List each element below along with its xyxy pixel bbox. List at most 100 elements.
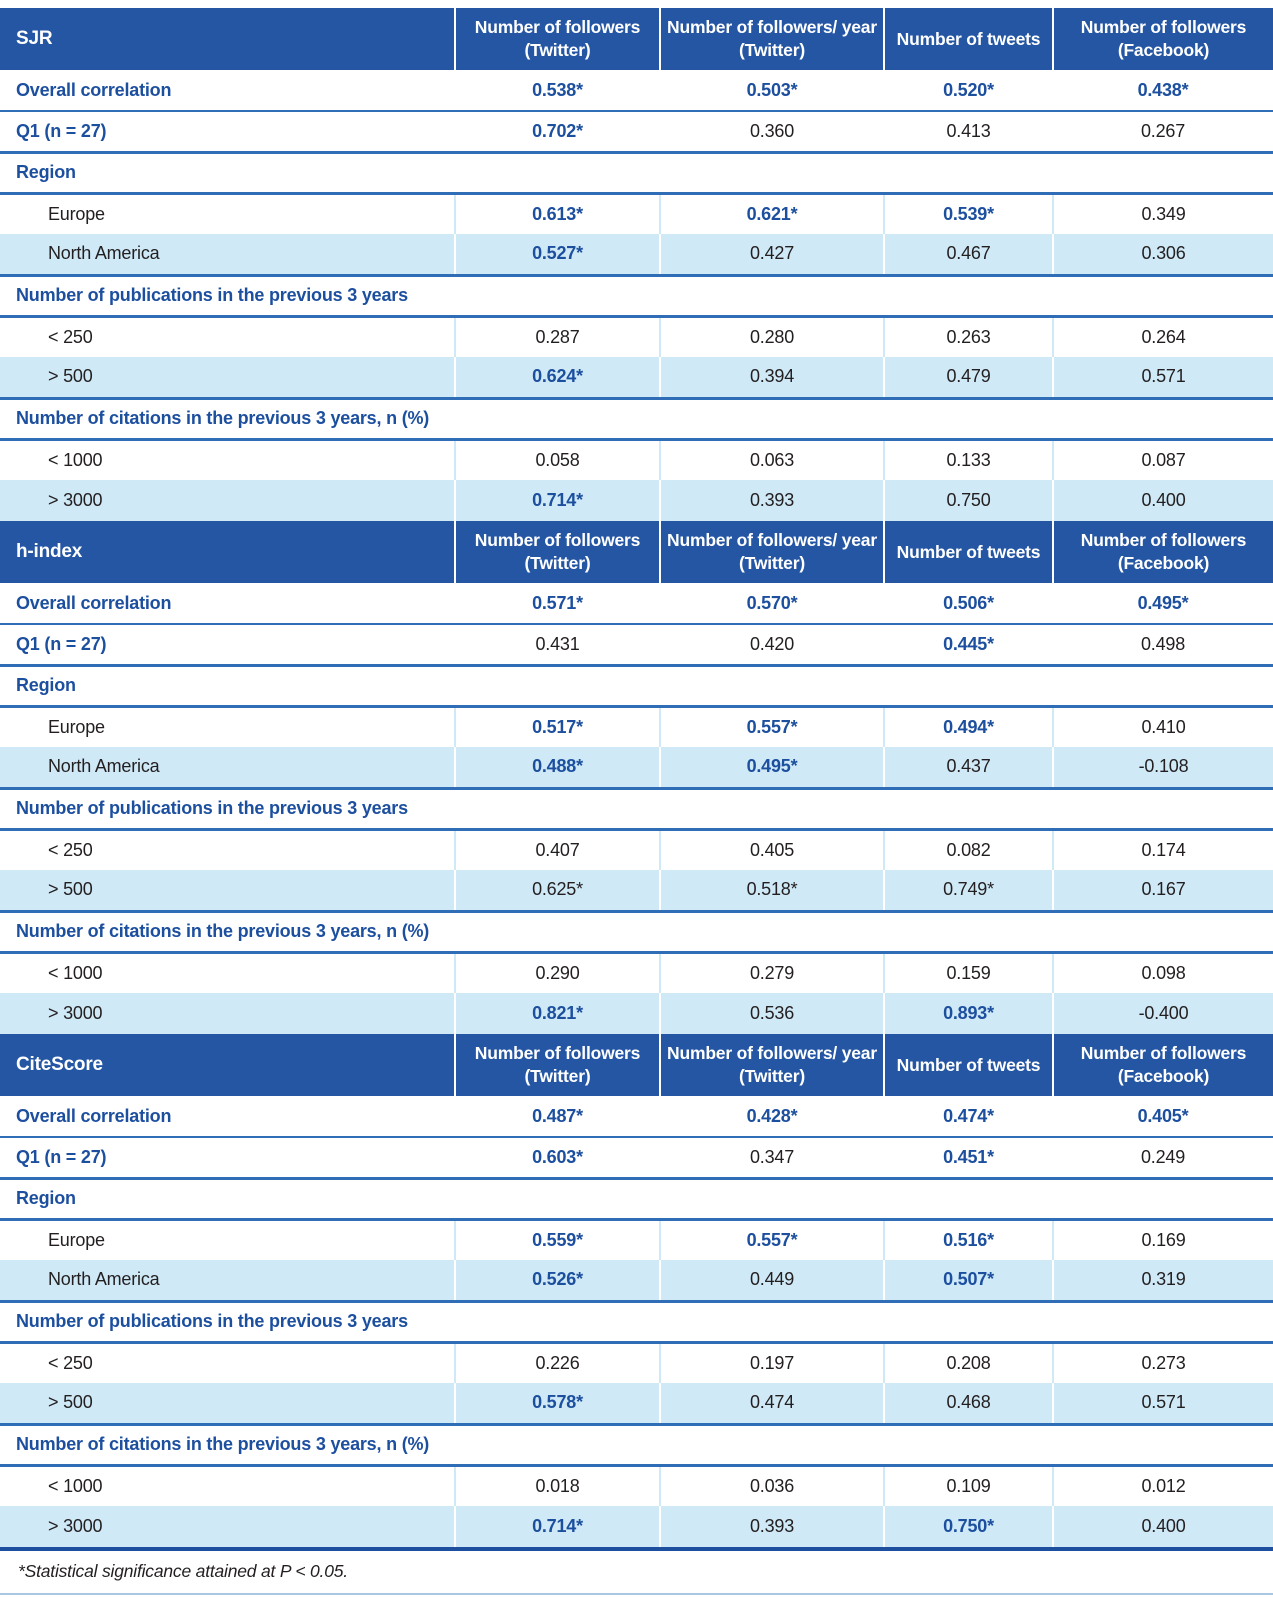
- column-header: Number of tweets: [883, 521, 1053, 583]
- subheader-label: Number of publications in the previous 3…: [0, 273, 1273, 318]
- value-cell: 0.349: [1052, 193, 1273, 234]
- subheader-row: Number of publications in the previous 3…: [0, 786, 1273, 831]
- value-cell: 0.520*: [884, 70, 1053, 112]
- value-cell: 0.420: [660, 624, 884, 666]
- value-cell: 0.407: [454, 829, 660, 870]
- column-header: Number of followers (Twitter): [454, 8, 660, 70]
- subheader-row: Number of publications in the previous 3…: [0, 273, 1273, 318]
- value-cell: 0.474*: [884, 1096, 1053, 1138]
- value-cell: -0.400: [1052, 993, 1273, 1034]
- value-cell: 0.479: [883, 357, 1053, 398]
- value-cell: 0.488*: [454, 747, 660, 788]
- value-cell: 0.169: [1052, 1219, 1273, 1260]
- value-cell: 0.167: [1052, 870, 1273, 911]
- value-cell: 0.506*: [884, 583, 1053, 625]
- value-cell: 0.445*: [884, 624, 1053, 666]
- table-row: < 1000 0.058 0.063 0.133 0.087: [0, 439, 1273, 480]
- subheader-row: Number of publications in the previous 3…: [0, 1299, 1273, 1344]
- value-cell: 0.714*: [454, 1506, 660, 1547]
- value-cell: 0.893*: [883, 993, 1053, 1034]
- value-cell: 0.498: [1053, 624, 1273, 666]
- row-label: < 250: [48, 326, 93, 347]
- table-row: < 1000 0.018 0.036 0.109 0.012: [0, 1465, 1273, 1506]
- value-cell: 0.438*: [1053, 70, 1273, 112]
- value-cell: 0.082: [883, 829, 1053, 870]
- value-cell: 0.527*: [454, 234, 660, 275]
- value-cell: 0.306: [1052, 234, 1273, 275]
- table-row: > 3000 0.821* 0.536 0.893* -0.400: [0, 993, 1273, 1034]
- table-row: < 250 0.226 0.197 0.208 0.273: [0, 1342, 1273, 1383]
- row-label: North America: [0, 234, 455, 275]
- table-row: North America 0.488* 0.495* 0.437 -0.108: [0, 747, 1273, 788]
- row-label: Q1 (n = 27): [0, 1137, 455, 1179]
- subheader-label: Number of citations in the previous 3 ye…: [0, 1422, 1273, 1467]
- value-cell: 0.821*: [454, 993, 660, 1034]
- subheader-row: Number of citations in the previous 3 ye…: [0, 1422, 1273, 1467]
- table-row: < 1000 0.290 0.279 0.159 0.098: [0, 952, 1273, 993]
- table-row: Q1 (n = 27) 0.702* 0.360 0.413 0.267: [0, 111, 1273, 153]
- value-cell: 0.518*: [659, 870, 884, 911]
- value-cell: 0.290: [454, 952, 660, 993]
- value-cell: 0.557*: [659, 1219, 884, 1260]
- value-cell: 0.273: [1052, 1342, 1273, 1383]
- value-cell: 0.267: [1053, 111, 1273, 153]
- row-label: < 1000: [48, 962, 103, 983]
- row-label: Q1 (n = 27): [0, 111, 455, 153]
- row-label: > 500: [0, 1383, 455, 1424]
- value-cell: 0.507*: [883, 1260, 1053, 1301]
- value-cell: 0.098: [1052, 952, 1273, 993]
- table-row: < 250 0.287 0.280 0.263 0.264: [0, 316, 1273, 357]
- subheader-row: Number of citations in the previous 3 ye…: [0, 396, 1273, 441]
- value-cell: 0.249: [1053, 1137, 1273, 1179]
- value-cell: 0.263: [883, 316, 1053, 357]
- value-cell: 0.451*: [884, 1137, 1053, 1179]
- column-header: Number of followers (Facebook): [1052, 8, 1273, 70]
- value-cell: 0.319: [1052, 1260, 1273, 1301]
- section-header-sjr: SJR Number of followers (Twitter) Number o…: [0, 8, 1273, 70]
- value-cell: 0.516*: [883, 1219, 1053, 1260]
- value-cell: 0.393: [659, 480, 884, 521]
- table-row: Overall correlation 0.571* 0.570* 0.506* 0.4…: [0, 583, 1273, 625]
- value-cell: 0.495*: [1053, 583, 1273, 625]
- row-label: Overall correlation: [0, 1096, 455, 1138]
- value-cell: 0.428*: [660, 1096, 884, 1138]
- value-cell: 0.495*: [659, 747, 884, 788]
- value-cell: 0.613*: [454, 193, 660, 234]
- value-cell: 0.174: [1052, 829, 1273, 870]
- value-cell: 0.494*: [883, 706, 1053, 747]
- row-label: < 250: [48, 1352, 93, 1373]
- table-row: North America 0.527* 0.427 0.467 0.306: [0, 234, 1273, 275]
- value-cell: 0.036: [659, 1465, 884, 1506]
- column-header: Number of followers/ year (Twitter): [659, 521, 884, 583]
- row-label: < 1000: [48, 1475, 103, 1496]
- table-row: Europe 0.613* 0.621* 0.539* 0.349: [0, 193, 1273, 234]
- table-row: < 250 0.407 0.405 0.082 0.174: [0, 829, 1273, 870]
- metric-title: CiteScore: [0, 1034, 455, 1096]
- table-row: > 3000 0.714* 0.393 0.750* 0.400: [0, 1506, 1273, 1547]
- value-cell: 0.603*: [455, 1137, 660, 1179]
- table-row: > 500 0.578* 0.474 0.468 0.571: [0, 1383, 1273, 1424]
- row-label: Q1 (n = 27): [0, 624, 455, 666]
- value-cell: 0.087: [1052, 439, 1273, 480]
- value-cell: 0.624*: [454, 357, 660, 398]
- table-row: Europe 0.559* 0.557* 0.516* 0.169: [0, 1219, 1273, 1260]
- metric-title: SJR: [0, 8, 455, 70]
- row-label: North America: [0, 747, 455, 788]
- value-cell: 0.557*: [659, 706, 884, 747]
- table-row: > 3000 0.714* 0.393 0.750 0.400: [0, 480, 1273, 521]
- column-header: Number of followers/ year (Twitter): [659, 1034, 884, 1096]
- value-cell: 0.571: [1052, 357, 1273, 398]
- value-cell: 0.503*: [660, 70, 884, 112]
- row-label: Overall correlation: [0, 583, 455, 625]
- value-cell: 0.750*: [883, 1506, 1053, 1547]
- value-cell: 0.437: [883, 747, 1053, 788]
- value-cell: 0.468: [883, 1383, 1053, 1424]
- section-header-citescore: CiteScore Number of followers (Twitter) Nu…: [0, 1034, 1273, 1096]
- subheader-label: Number of citations in the previous 3 ye…: [0, 396, 1273, 441]
- value-cell: 0.393: [659, 1506, 884, 1547]
- value-cell: 0.394: [659, 357, 884, 398]
- row-label: < 250: [48, 839, 93, 860]
- column-header: Number of followers (Twitter): [454, 521, 660, 583]
- row-label: > 500: [0, 870, 455, 911]
- value-cell: 0.109: [883, 1465, 1053, 1506]
